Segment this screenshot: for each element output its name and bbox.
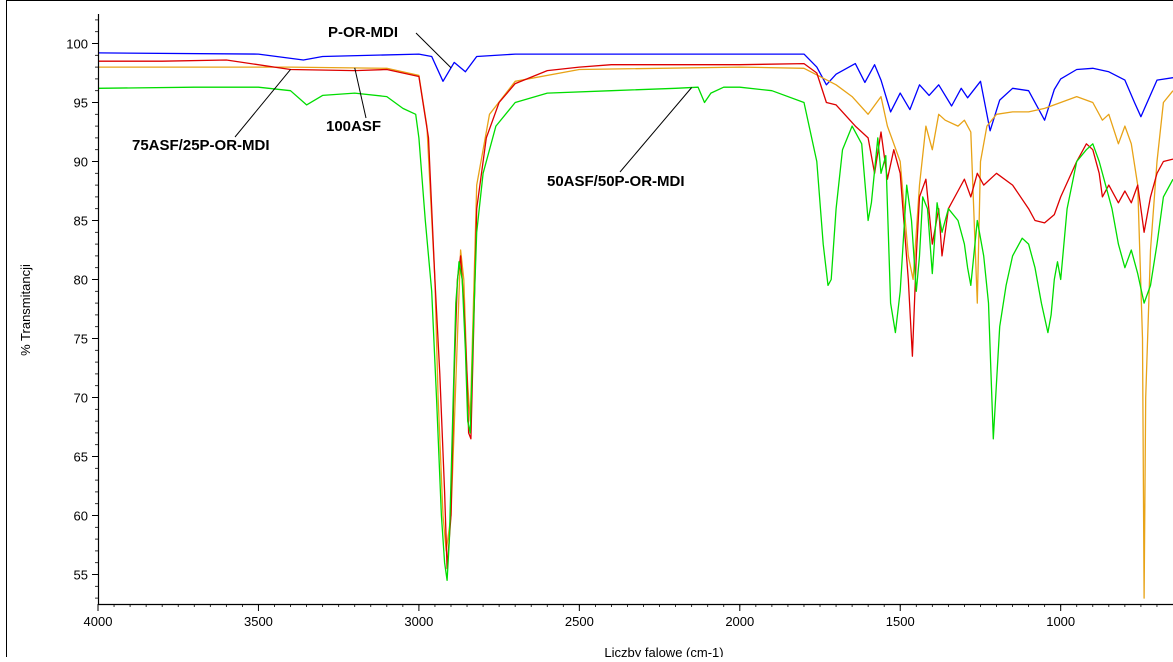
y-tick-label: 95	[74, 96, 88, 111]
x-tick-label: 2000	[725, 614, 754, 629]
y-tick-label: 70	[74, 391, 88, 406]
y-tick-label: 65	[74, 450, 88, 465]
x-tick-label: 3500	[244, 614, 273, 629]
y-tick-label: 100	[66, 37, 88, 52]
series-line-p-or-mdi	[98, 52, 1173, 132]
y-tick-label: 90	[74, 155, 88, 170]
leader-line-75asf-25p-or-mdi	[234, 69, 291, 138]
y-tick-label: 85	[74, 214, 88, 229]
series-line-50asf-50p-or-mdi	[98, 86, 1173, 582]
y-tick-label: 60	[74, 509, 88, 524]
leader-line-50asf-50p-or-mdi	[619, 87, 693, 173]
annotation-label-75asf-25p-or-mdi: 75ASF/25P-OR-MDI	[132, 137, 270, 154]
plot-area	[98, 52, 1173, 599]
y-tick-label: 80	[74, 273, 88, 288]
leader-line-100asf	[354, 67, 367, 119]
leader-line-p-or-mdi	[415, 32, 452, 69]
x-tick-label: 2500	[565, 614, 594, 629]
x-axis-title: Liczby falowe (cm-1)	[604, 645, 723, 657]
y-tick-label: 55	[74, 568, 88, 583]
y-axis-title: % Transmitancji	[18, 264, 33, 356]
x-tick-label: 1500	[886, 614, 915, 629]
annotation-label-50asf-50p-or-mdi: 50ASF/50P-OR-MDI	[547, 173, 685, 190]
x-tick-label: 4000	[84, 614, 113, 629]
annotation-label-p-or-mdi: P-OR-MDI	[328, 24, 398, 41]
series-line-75asf-25p-or-mdi	[98, 59, 1173, 570]
annotations: P-OR-MDI 100ASF 75ASF/25P-OR-MDI 50ASF/50P-…	[132, 24, 693, 190]
axes: 100 95 90 85 80 75 70 65 60 55 4000 3500 3000 2500 200…	[66, 14, 1173, 629]
x-tick-label: 3000	[404, 614, 433, 629]
x-tick-label: 1000	[1046, 614, 1075, 629]
y-tick-label: 75	[74, 332, 88, 347]
annotation-label-100asf: 100ASF	[326, 118, 381, 135]
